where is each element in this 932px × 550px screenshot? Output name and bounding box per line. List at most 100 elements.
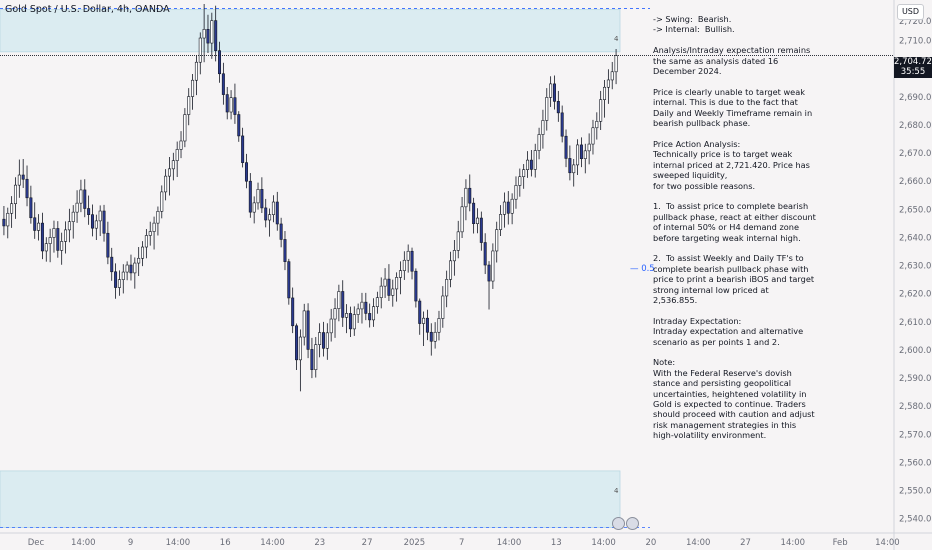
candle-body — [333, 308, 337, 320]
candle-body — [10, 203, 14, 214]
candle-body — [268, 214, 272, 221]
currency-button[interactable]: USD — [897, 4, 924, 20]
candle-body — [545, 97, 549, 121]
candle-body — [499, 214, 503, 230]
candle-body — [495, 229, 499, 252]
candle-body — [256, 189, 260, 204]
candle-body — [160, 191, 164, 212]
x-tick-label: 13 — [551, 538, 562, 548]
candle-body — [298, 336, 302, 361]
event-icon-2[interactable] — [626, 517, 639, 530]
candle-body — [60, 241, 64, 251]
candle-body — [533, 150, 537, 170]
y-tick-label: 2,650.000 — [899, 205, 932, 215]
candle-body — [295, 325, 299, 361]
zone-marker-bottom: 4 — [614, 487, 619, 495]
candle-body — [291, 297, 295, 327]
y-tick-label: 2,570.000 — [899, 430, 932, 440]
candle-body — [341, 291, 345, 318]
candle-body — [537, 134, 541, 151]
y-tick-label: 2,630.000 — [899, 262, 932, 272]
candle-body — [214, 20, 218, 51]
x-tick-label: 14:00 — [686, 538, 711, 548]
candle-body — [264, 207, 268, 221]
candle-body — [241, 135, 245, 163]
candle-body — [25, 178, 29, 199]
candle-body — [125, 264, 129, 273]
candle-body — [583, 150, 587, 160]
candle-body — [606, 79, 610, 88]
y-tick-label: 2,640.000 — [899, 233, 932, 243]
candle-body — [402, 259, 406, 271]
y-tick-label: 2,540.000 — [899, 515, 932, 525]
analysis-note: -> Swing: Bearish. -> Internal: Bullish.… — [653, 14, 816, 441]
candle-body — [283, 239, 287, 262]
candle-body — [360, 301, 364, 310]
candle-body — [144, 235, 148, 248]
x-tick-label: Feb — [833, 538, 848, 548]
candle-body — [414, 270, 418, 302]
candle-body — [148, 231, 152, 236]
candle-body — [225, 94, 229, 113]
zones-layer — [0, 8, 650, 528]
candle-body — [206, 29, 210, 44]
candle-body — [387, 278, 391, 296]
candle-body — [325, 332, 329, 349]
candle-body — [79, 189, 83, 204]
x-axis: Dec 14:00 9 14:00 16 14:00 23 27 2025 7 14:00 13 14:… — [0, 532, 932, 548]
candle-body — [52, 228, 56, 238]
candle-body — [102, 210, 106, 234]
candle-body — [106, 232, 110, 258]
candle-body — [271, 201, 275, 215]
event-icon-1[interactable] — [612, 517, 625, 530]
x-tick-label: 20 — [645, 538, 656, 548]
candle-body — [29, 197, 33, 219]
candle-body — [56, 228, 60, 251]
zone-marker-top: 4 — [614, 35, 619, 43]
candle-body — [179, 140, 183, 150]
y-tick-label: 2,580.000 — [899, 402, 932, 412]
candle-body — [83, 189, 87, 209]
candle-body — [352, 314, 356, 330]
candle-body — [275, 201, 279, 225]
candle-body — [514, 185, 518, 200]
y-tick-label: 2,710.000 — [899, 37, 932, 47]
candle-body — [314, 344, 318, 370]
candle-body — [279, 223, 283, 240]
candle-body — [576, 144, 580, 166]
candle-body — [2, 218, 6, 227]
y-tick-label-top: 2,720.000 — [899, 17, 932, 27]
candle-body — [468, 187, 472, 204]
candle-body — [560, 112, 564, 137]
candle-body — [502, 201, 506, 215]
candle-body — [129, 264, 133, 274]
candle-body — [425, 317, 429, 333]
candle-body — [406, 250, 410, 261]
candle-body — [445, 279, 449, 297]
candle-body — [40, 222, 44, 252]
candle-body — [418, 300, 422, 324]
candle-body — [202, 29, 206, 39]
x-tick-label: 14:00 — [71, 538, 96, 548]
candle-body — [610, 71, 614, 81]
candle-body — [13, 184, 17, 205]
y-tick-label: 2,590.000 — [899, 374, 932, 384]
candle-body — [229, 97, 233, 113]
candle-body — [506, 201, 510, 214]
candle-body — [568, 158, 572, 174]
x-tick-label: 14:00 — [875, 538, 900, 548]
chart-title: Gold Spot / U.S. Dollar, 4h, OANDA — [5, 4, 170, 15]
candle-body — [121, 271, 125, 280]
candle-body — [287, 261, 291, 299]
candle-body — [244, 162, 248, 182]
candle-body — [318, 332, 322, 345]
candle-body — [175, 149, 179, 161]
candle-body — [183, 114, 187, 142]
candle-body — [98, 210, 102, 222]
x-tick-label: 9 — [128, 538, 133, 548]
candle-body — [464, 187, 468, 208]
candle-body — [383, 278, 387, 287]
candle-body — [541, 120, 545, 135]
